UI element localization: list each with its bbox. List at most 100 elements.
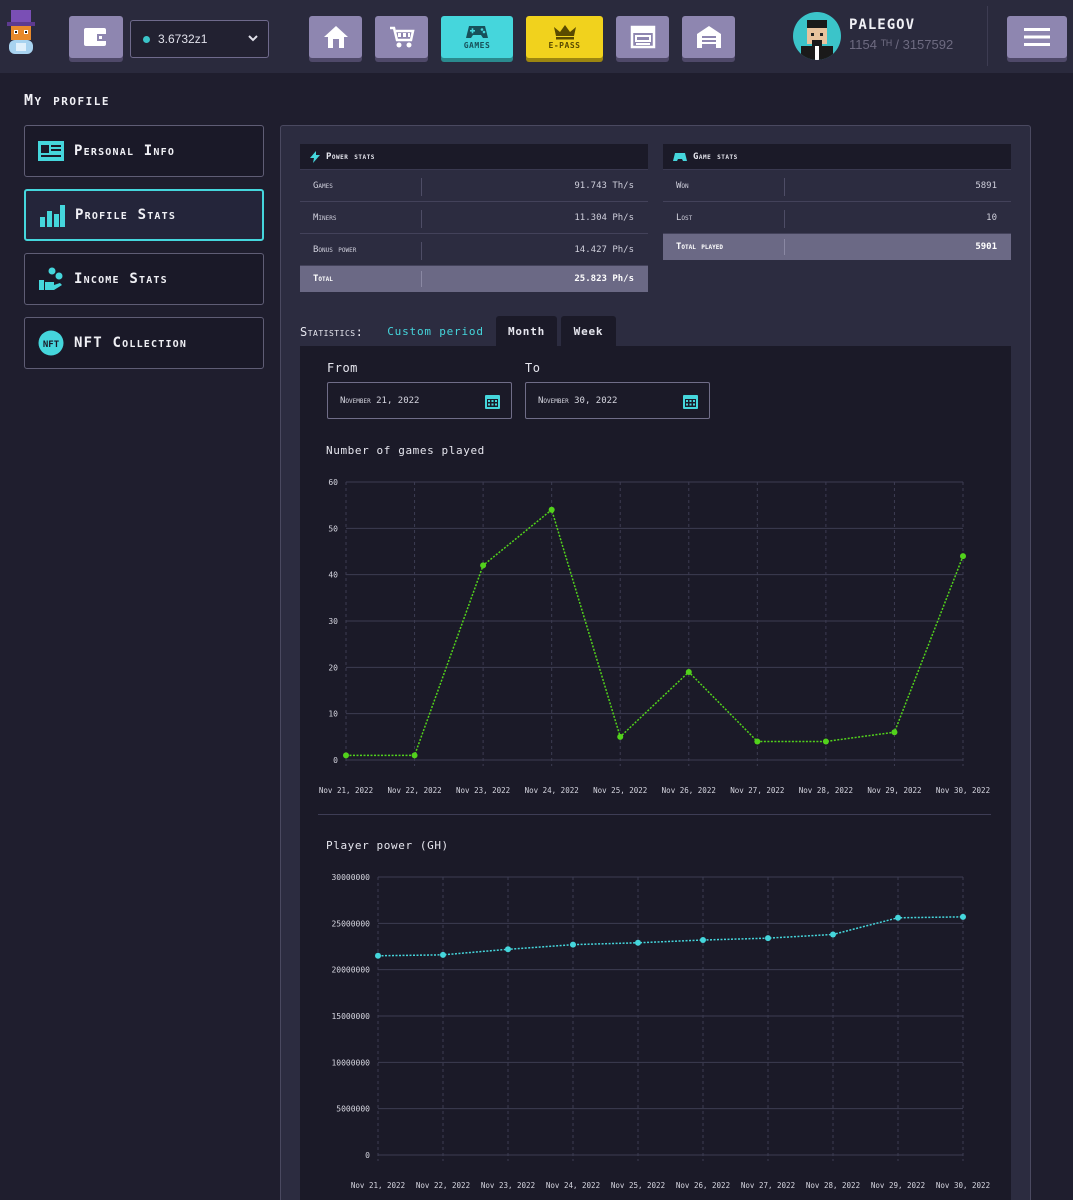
player-power-chart: 0 5000000 10000000 15000000 20000000 25000000… [331, 873, 990, 1190]
from-date-value: November 21, 2022 [340, 395, 420, 406]
data-point[interactable] [635, 939, 641, 946]
data-point[interactable] [411, 752, 418, 759]
data-point[interactable] [891, 729, 898, 736]
stat-key: Lost [676, 213, 693, 223]
wallet-button[interactable] [69, 16, 123, 58]
epass-button[interactable]: E-PASS [526, 16, 603, 58]
balance-value: 3.6732z1 [158, 32, 208, 46]
x-tick-label: Nov 25, 2022 [593, 786, 647, 795]
table-row: Won 5891 [663, 170, 1011, 202]
data-point[interactable] [754, 738, 761, 745]
tab-custom-period[interactable]: Custom period [378, 316, 493, 346]
power-stats-card: Power stats Games 91.743 Th/s Miners 11.… [300, 144, 648, 292]
x-tick-label: Nov 30, 2022 [936, 1181, 990, 1190]
data-point[interactable] [960, 553, 966, 560]
series-line [377, 916, 964, 957]
sidebar-item-label: Profile Stats [75, 207, 177, 223]
data-point[interactable] [895, 914, 901, 921]
crown-icon [553, 25, 576, 40]
data-point[interactable] [700, 937, 706, 944]
data-point[interactable] [505, 946, 511, 953]
x-tick-label: Nov 26, 2022 [676, 1181, 730, 1190]
y-tick-label: 5000000 [336, 1105, 370, 1114]
statistics-label: Statistics: [300, 325, 364, 339]
data-point[interactable] [830, 931, 836, 938]
games-button-label: GAMES [463, 41, 491, 50]
tab-month[interactable]: Month [496, 316, 557, 346]
games-chart-title: Number of games played [326, 444, 485, 457]
x-tick-label: Nov 25, 2022 [611, 1181, 665, 1190]
coins-hand-icon [37, 265, 65, 293]
stat-value: 5901 [975, 242, 997, 252]
table-row: Bonus power 14.427 Ph/s [300, 234, 648, 266]
chart-divider [318, 814, 991, 815]
sidebar-item-profile-stats[interactable]: Profile Stats [24, 189, 264, 241]
x-tick-label: Nov 21, 2022 [319, 786, 373, 795]
nft-badge-icon: NFT [37, 329, 65, 357]
to-date-input[interactable]: November 30, 2022 [525, 382, 710, 419]
sidebar-item-label: Personal Info [74, 143, 176, 159]
x-tick-label: Nov 27, 2022 [730, 786, 784, 795]
page-title: My profile [24, 91, 111, 109]
avatar[interactable] [793, 12, 841, 60]
fox-mascot-logo[interactable] [4, 10, 38, 60]
games-button[interactable]: GAMES [441, 16, 513, 58]
statistics-content [300, 346, 1011, 1200]
data-point[interactable] [480, 562, 487, 569]
x-tick-label: Nov 21, 2022 [351, 1181, 405, 1190]
tab-week[interactable]: Week [561, 316, 616, 346]
data-point[interactable] [685, 668, 692, 675]
y-tick-label: 25000000 [331, 919, 370, 928]
series-line [346, 508, 964, 757]
data-point[interactable] [822, 738, 829, 745]
coin-icon [143, 35, 150, 43]
power-total-row: Total 25.823 Ph/s [300, 266, 648, 292]
garage-button[interactable] [682, 16, 735, 58]
x-tick-label: Nov 22, 2022 [387, 786, 441, 795]
stat-key: Total [313, 274, 333, 284]
from-date-input[interactable]: November 21, 2022 [327, 382, 512, 419]
calendar-icon[interactable] [485, 394, 500, 409]
sidebar-item-label: NFT Collection [74, 335, 188, 351]
data-point[interactable] [375, 952, 381, 959]
home-button[interactable] [309, 16, 362, 58]
user-name: PALEGOV [849, 17, 916, 33]
x-tick-label: Nov 27, 2022 [741, 1181, 795, 1190]
svg-text:NFT: NFT [43, 340, 60, 350]
calendar-icon[interactable] [683, 394, 698, 409]
games-played-chart: 0 10 20 30 40 50 60 Nov 21, 2022 Nov 22, 2022 Nov… [319, 478, 990, 795]
stat-value: 25.823 Ph/s [574, 274, 634, 284]
stat-key: Won [676, 181, 689, 191]
stat-value: 91.743 Th/s [574, 181, 634, 191]
data-point[interactable] [765, 935, 771, 942]
x-tick-label: Nov 24, 2022 [546, 1181, 600, 1190]
data-point[interactable] [570, 941, 576, 948]
stat-value: 11.304 Ph/s [574, 213, 634, 223]
sidebar-item-personal-info[interactable]: Personal Info [24, 125, 264, 177]
sidebar-item-nft-collection[interactable]: NFT NFT Collection [24, 317, 264, 369]
sidebar-item-income-stats[interactable]: Income Stats [24, 253, 264, 305]
x-tick-label: Nov 29, 2022 [867, 786, 921, 795]
data-point[interactable] [440, 951, 446, 958]
stat-key: Miners [313, 213, 337, 223]
menu-button[interactable] [1007, 16, 1067, 58]
balance-selector[interactable]: 3.6732z1 [130, 20, 269, 58]
data-point[interactable] [343, 752, 349, 759]
x-tick-label: Nov 23, 2022 [481, 1181, 535, 1190]
market-button[interactable] [375, 16, 428, 58]
y-tick-label: 20000000 [331, 966, 370, 975]
data-point[interactable] [960, 913, 966, 920]
stat-key: Games [313, 181, 333, 191]
y-tick-label: 40 [328, 571, 338, 580]
store-button[interactable] [616, 16, 669, 58]
y-tick-label: 0 [333, 756, 338, 765]
user-rank: 1154 ᵀᴴ / 3157592 [849, 37, 954, 52]
stat-value: 10 [986, 213, 997, 223]
gamepad-icon [466, 26, 488, 38]
data-point[interactable] [617, 733, 624, 740]
header-divider [987, 6, 988, 66]
x-tick-label: Nov 22, 2022 [416, 1181, 470, 1190]
power-stats-title: Power stats [326, 151, 375, 162]
data-point[interactable] [548, 506, 555, 513]
stat-value: 14.427 Ph/s [574, 245, 634, 255]
